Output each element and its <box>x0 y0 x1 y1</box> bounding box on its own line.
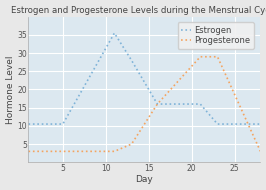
Estrogen <box>259 123 262 125</box>
Progesterone <box>130 143 133 145</box>
Progesterone <box>156 103 159 105</box>
Estrogen <box>156 103 159 105</box>
Line: Estrogen: Estrogen <box>28 33 260 124</box>
Estrogen <box>27 123 30 125</box>
Progesterone <box>216 56 219 58</box>
Title: Estrogen and Progesterone Levels during the Menstrual Cycle: Estrogen and Progesterone Levels during … <box>11 6 266 15</box>
Progesterone <box>259 150 262 153</box>
Estrogen <box>113 32 116 34</box>
Estrogen <box>199 103 202 105</box>
Progesterone <box>27 150 30 153</box>
Progesterone <box>199 56 202 58</box>
Estrogen <box>130 59 133 62</box>
Y-axis label: Hormone Level: Hormone Level <box>6 55 15 124</box>
Legend: Estrogen, Progesterone: Estrogen, Progesterone <box>178 22 254 49</box>
Estrogen <box>216 123 219 125</box>
Progesterone <box>113 150 116 153</box>
Line: Progesterone: Progesterone <box>28 57 260 151</box>
X-axis label: Day: Day <box>136 175 153 184</box>
Estrogen <box>61 123 64 125</box>
